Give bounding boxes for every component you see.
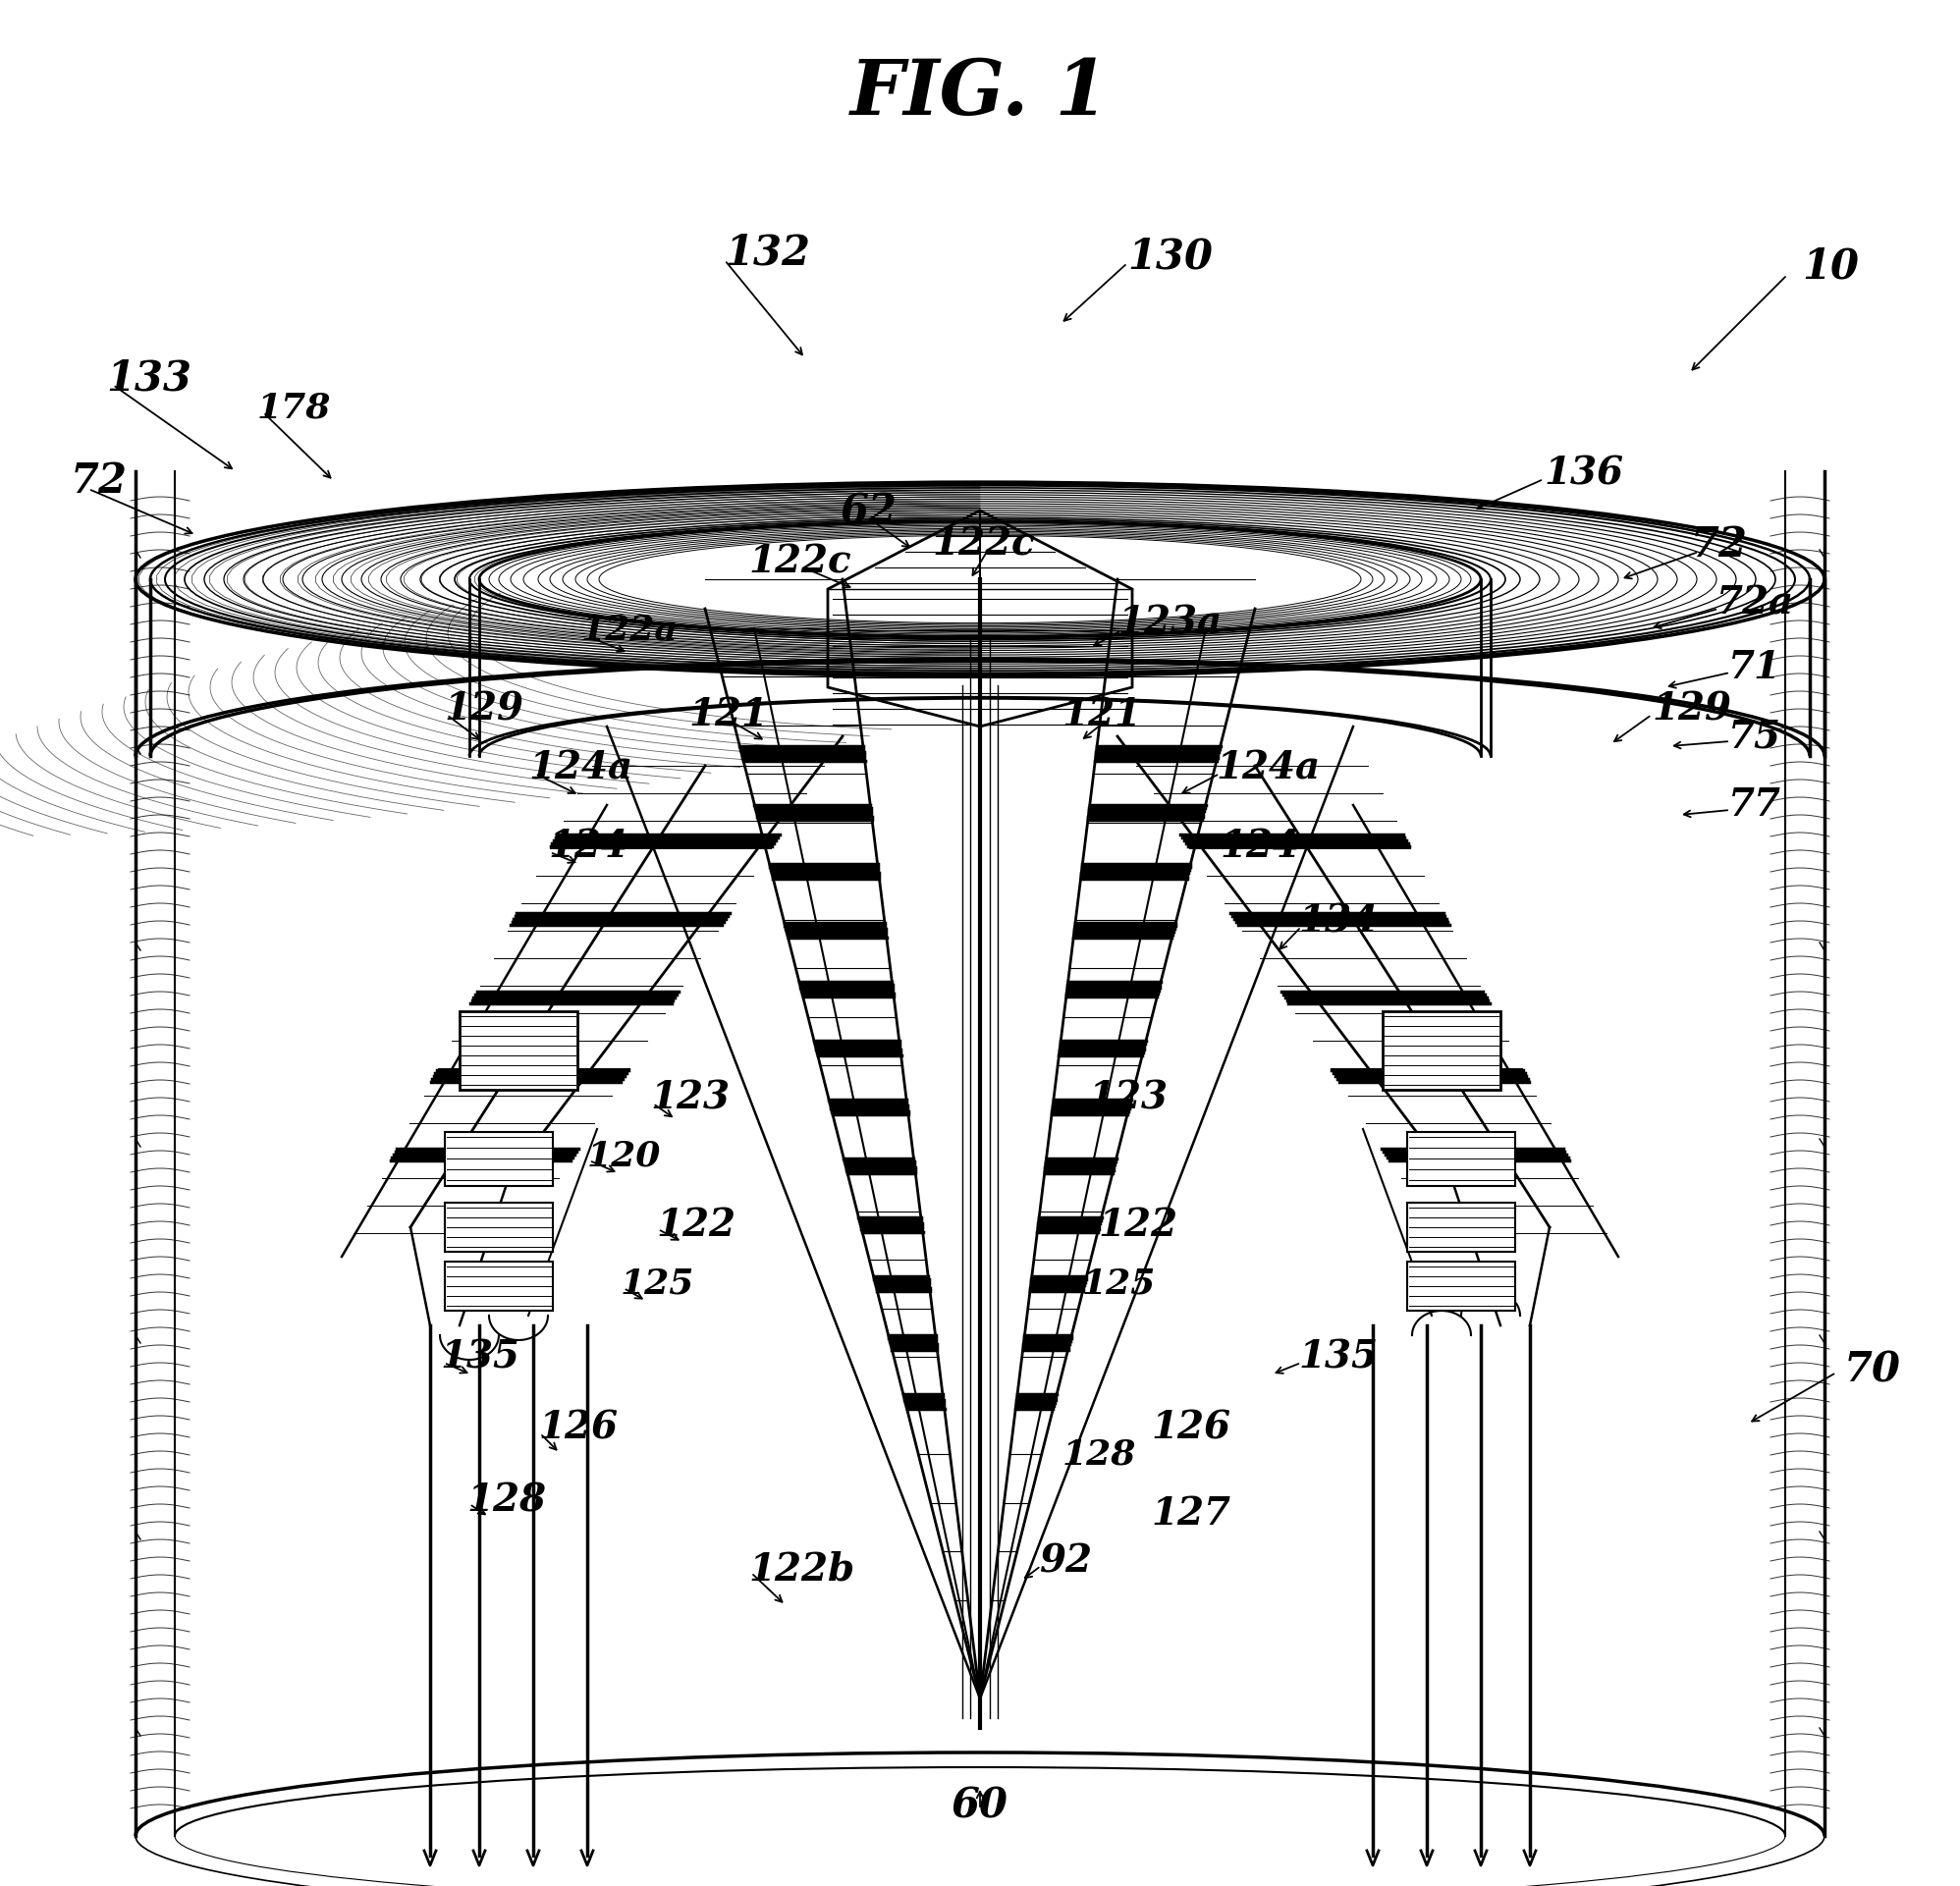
Text: 122c: 122c bbox=[933, 526, 1035, 564]
Text: 121: 121 bbox=[688, 696, 768, 734]
Bar bbox=[1407, 1132, 1515, 1186]
Text: 126: 126 bbox=[539, 1411, 617, 1447]
Text: 125: 125 bbox=[621, 1267, 694, 1301]
Text: 135: 135 bbox=[1298, 1339, 1378, 1375]
Text: 75: 75 bbox=[1729, 719, 1782, 754]
Text: 128: 128 bbox=[466, 1482, 547, 1518]
Text: 133: 133 bbox=[106, 356, 192, 398]
Text: 92: 92 bbox=[1039, 1543, 1092, 1580]
Text: 124a: 124a bbox=[1215, 749, 1319, 786]
Text: 122a: 122a bbox=[582, 613, 678, 647]
Text: 122: 122 bbox=[1098, 1207, 1178, 1245]
Text: 132: 132 bbox=[725, 232, 809, 273]
Text: 123a: 123a bbox=[1117, 605, 1221, 641]
Text: 123: 123 bbox=[1088, 1079, 1168, 1117]
Text: 125: 125 bbox=[1082, 1267, 1156, 1301]
Text: 120: 120 bbox=[588, 1139, 661, 1173]
Bar bbox=[1407, 1203, 1515, 1252]
Text: 77: 77 bbox=[1729, 786, 1782, 824]
Text: 71: 71 bbox=[1729, 649, 1782, 687]
Text: 126: 126 bbox=[1151, 1411, 1231, 1447]
Text: 72: 72 bbox=[1691, 524, 1748, 566]
Text: 122b: 122b bbox=[749, 1550, 855, 1588]
Text: 135: 135 bbox=[439, 1339, 519, 1375]
Text: 62: 62 bbox=[841, 492, 898, 534]
Text: 130: 130 bbox=[1127, 236, 1213, 277]
Text: 128: 128 bbox=[1062, 1439, 1137, 1471]
Text: 72: 72 bbox=[71, 460, 127, 502]
Text: 122: 122 bbox=[657, 1207, 735, 1245]
Text: 124: 124 bbox=[549, 828, 627, 866]
Text: 70: 70 bbox=[1844, 1348, 1901, 1390]
Bar bbox=[445, 1262, 553, 1311]
Text: 72a: 72a bbox=[1717, 585, 1793, 622]
Text: 178: 178 bbox=[257, 390, 331, 424]
Text: 124: 124 bbox=[1219, 828, 1299, 866]
Text: 124a: 124a bbox=[529, 749, 633, 786]
Text: 129: 129 bbox=[443, 690, 523, 728]
Text: 136: 136 bbox=[1544, 455, 1623, 492]
Text: 122c: 122c bbox=[749, 543, 853, 581]
Text: FIG. 1: FIG. 1 bbox=[851, 57, 1109, 130]
Bar bbox=[445, 1132, 553, 1186]
Bar bbox=[1382, 1011, 1501, 1090]
Text: 129: 129 bbox=[1652, 690, 1731, 728]
Bar bbox=[459, 1011, 578, 1090]
Text: 134: 134 bbox=[1298, 902, 1378, 939]
Bar bbox=[445, 1203, 553, 1252]
Text: 10: 10 bbox=[1801, 247, 1858, 289]
Text: 123: 123 bbox=[651, 1079, 729, 1117]
Text: 60: 60 bbox=[951, 1786, 1009, 1828]
Bar bbox=[1407, 1262, 1515, 1311]
Text: 121: 121 bbox=[1062, 696, 1141, 734]
Text: 127: 127 bbox=[1151, 1496, 1231, 1533]
